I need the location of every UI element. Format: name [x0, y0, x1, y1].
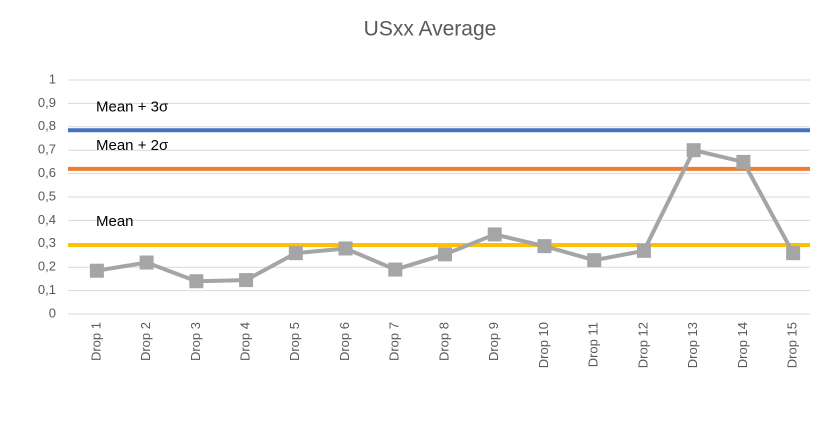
y-tick-label: 0,9	[38, 95, 56, 110]
x-tick-label: Drop 3	[188, 322, 203, 361]
marker	[388, 262, 403, 277]
y-tick-label: 0,8	[38, 118, 56, 133]
x-tick-label: Drop 14	[735, 322, 750, 368]
x-tick-label: Drop 8	[436, 322, 451, 361]
x-tick-label: Drop 5	[287, 322, 302, 361]
x-tick-label: Drop 12	[635, 322, 650, 368]
y-tick-label: 0,6	[38, 165, 56, 180]
y-tick-label: 1	[49, 71, 56, 86]
y-tick-label: 0,4	[38, 212, 56, 227]
marker	[487, 227, 502, 242]
x-tick-label: Drop 15	[785, 322, 800, 368]
x-tick-label: Drop 11	[586, 322, 601, 367]
y-tick-label: 0,3	[38, 235, 56, 250]
marker	[288, 246, 303, 261]
marker	[736, 154, 751, 169]
marker	[338, 241, 353, 256]
x-tick-label: Drop 7	[387, 322, 402, 361]
x-tick-label: Drop 9	[486, 322, 501, 361]
series-label: Mean + 2σ	[96, 137, 169, 154]
y-tick-label: 0	[49, 305, 56, 320]
marker	[636, 243, 651, 258]
y-tick-label: 0,5	[38, 188, 56, 203]
marker	[537, 239, 552, 254]
marker	[438, 247, 452, 262]
marker	[239, 273, 254, 288]
series-label: Mean	[96, 213, 134, 230]
x-tick-label: Drop 6	[337, 322, 352, 361]
marker	[189, 274, 204, 289]
chart-title: USxx Average	[364, 18, 497, 41]
y-tick-label: 0,1	[38, 282, 56, 297]
y-tick-label: 0,7	[38, 142, 56, 157]
series-label: Mean + 3σ	[96, 98, 169, 115]
x-tick-label: Drop 2	[138, 322, 153, 361]
marker	[686, 143, 701, 158]
marker	[587, 253, 602, 268]
y-tick-label: 0,2	[38, 259, 56, 274]
marker	[139, 255, 154, 270]
marker	[89, 263, 104, 278]
x-tick-label: Drop 4	[238, 322, 253, 361]
x-tick-label: Drop 1	[88, 322, 103, 361]
marker	[786, 246, 801, 261]
x-tick-label: Drop 10	[536, 322, 551, 368]
x-tick-label: Drop 13	[685, 322, 700, 368]
